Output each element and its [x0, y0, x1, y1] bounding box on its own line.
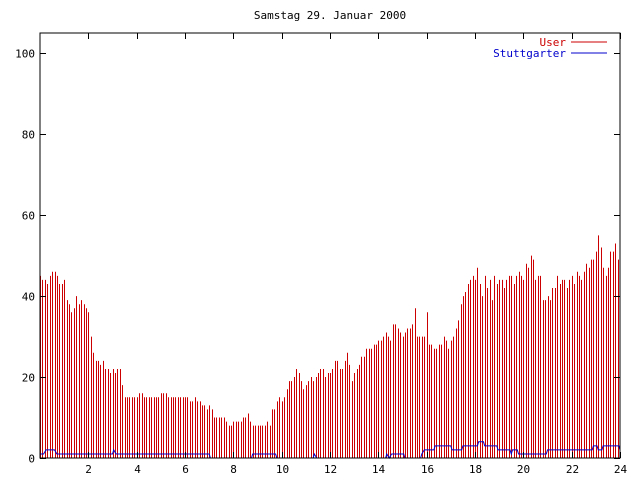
chart-title: Samstag 29. Januar 2000	[254, 9, 406, 22]
y-tick-label: 100	[15, 48, 35, 61]
x-tick-label: 24	[614, 463, 628, 476]
user-bars	[40, 235, 619, 458]
stuttgarter-line	[40, 441, 621, 459]
y-axis: 0 20 40 60 80 100	[15, 48, 620, 466]
x-tick-label: 10	[276, 463, 289, 476]
x-tick-label: 4	[134, 463, 141, 476]
x-tick-label: 6	[182, 463, 189, 476]
x-tick-label: 14	[372, 463, 386, 476]
x-tick-label: 22	[566, 463, 579, 476]
y-tick-label: 0	[28, 453, 35, 466]
y-tick-label: 40	[22, 291, 35, 304]
x-tick-label: 18	[469, 463, 482, 476]
x-tick-label: 2	[85, 463, 92, 476]
legend-label-stuttgarter: Stuttgarter	[493, 47, 566, 60]
x-axis: 2 4 6 8 10 12 14 16 18 20 22 24	[85, 33, 627, 476]
legend: User Stuttgarter	[493, 36, 607, 60]
x-tick-label: 8	[230, 463, 237, 476]
x-tick-label: 12	[324, 463, 337, 476]
y-tick-label: 60	[22, 210, 35, 223]
y-tick-label: 80	[22, 129, 35, 142]
x-tick-label: 16	[421, 463, 434, 476]
y-tick-label: 20	[22, 372, 35, 385]
x-tick-label: 20	[517, 463, 530, 476]
legend-label-user: User	[540, 36, 567, 49]
